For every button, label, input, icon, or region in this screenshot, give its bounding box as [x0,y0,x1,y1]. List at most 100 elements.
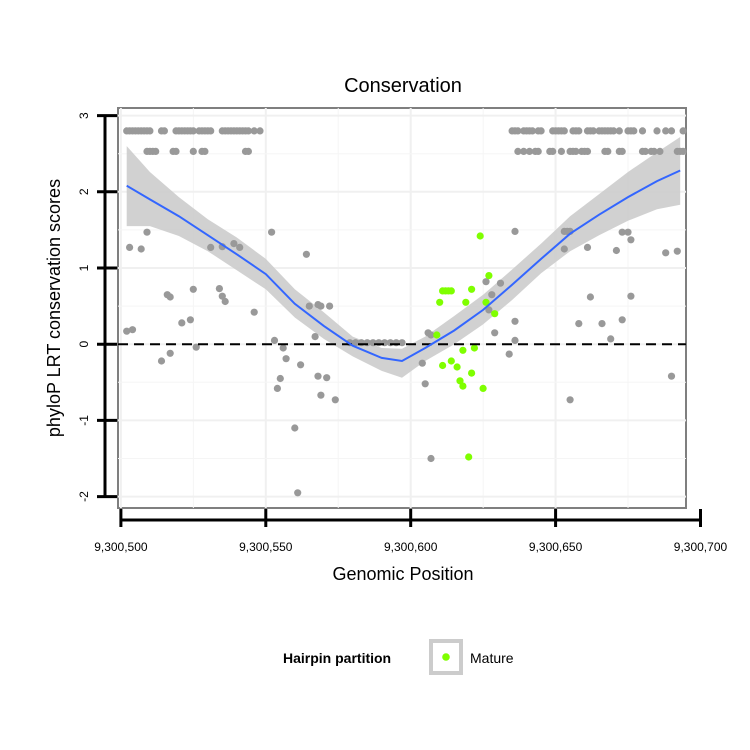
point-other [604,147,612,155]
point-other [215,285,223,293]
point-other [331,396,339,404]
point-other [244,147,252,155]
point-other [207,127,215,135]
point-other [511,317,519,325]
point-other [618,147,626,155]
point-other [273,384,281,392]
y-tick-label: 3 [77,112,91,119]
point-other [189,147,197,155]
smooth-trend-line [126,169,681,363]
point-other [201,147,209,155]
point-other [618,228,626,236]
point-other [511,227,519,235]
point-other [160,127,168,135]
point-mature [433,331,441,339]
point-mature [459,382,467,390]
point-other [627,292,635,300]
legend-key-mature [442,653,450,661]
point-other [662,249,670,257]
point-other [317,302,325,310]
point-other [572,147,580,155]
point-mature [447,357,455,365]
scatter-points [123,127,687,497]
point-other [673,247,681,255]
point-mature [476,232,484,240]
point-other [236,243,244,251]
point-other [157,357,166,365]
x-tick-label: 9,300,550 [239,540,293,554]
point-mature [459,346,467,354]
point-other [221,297,229,306]
point-other [505,350,513,358]
point-other [352,339,360,347]
point-other [485,306,493,314]
point-other [186,316,194,324]
point-other [496,279,505,287]
point-other [612,246,621,255]
point-other [123,327,131,335]
point-other [525,147,534,155]
point-other [575,127,583,135]
point-other [421,380,429,388]
point-other [583,243,592,251]
point-mature [436,298,444,306]
point-other [583,147,592,155]
plot-panel [117,107,687,509]
x-tick-label: 9,300,500 [94,540,148,554]
point-other [566,396,574,404]
y-axis: -2 -1 0 1 2 3 [77,112,117,502]
point-other [534,147,542,155]
point-other [618,316,626,324]
point-other [598,320,606,328]
point-other [488,291,496,299]
point-other [560,127,568,135]
point-other [218,292,226,300]
point-other [656,147,664,155]
point-mature [470,344,478,352]
legend-title: Hairpin partition [283,650,391,666]
point-mature [439,361,447,370]
point-other [172,147,180,155]
point-other [491,329,499,337]
point-other [418,359,426,367]
y-tick-label: 2 [77,188,91,195]
point-mature [465,453,473,461]
point-other [586,293,595,301]
gridlines [118,108,686,508]
point-mature [456,377,464,385]
point-other [641,147,650,155]
point-other [256,127,264,135]
point-other [314,372,322,380]
point-other [630,127,638,135]
point-other [589,127,597,135]
point-other [667,372,676,380]
point-other [268,228,276,236]
point-other [557,147,566,155]
point-other [166,293,174,301]
legend-label-mature: Mature [470,650,514,666]
point-other [427,331,435,339]
point-mature [447,287,455,295]
point-other [514,147,522,155]
point-other [624,228,632,236]
point-other [146,127,154,135]
point-other [230,240,238,248]
point-other [607,335,615,343]
point-other [560,245,568,253]
x-tick-label: 9,300,600 [384,540,438,554]
x-tick-label: 9,300,650 [529,540,583,554]
point-other [128,326,137,334]
point-other [667,127,676,135]
point-mature [468,285,476,293]
point-other [537,127,545,135]
point-other [650,147,658,155]
point-other [638,127,647,135]
point-other [427,454,435,463]
point-other [166,349,174,357]
point-other [662,127,670,135]
point-other [143,228,151,236]
point-mature [482,298,490,306]
point-other [653,127,661,135]
point-other [615,127,623,135]
